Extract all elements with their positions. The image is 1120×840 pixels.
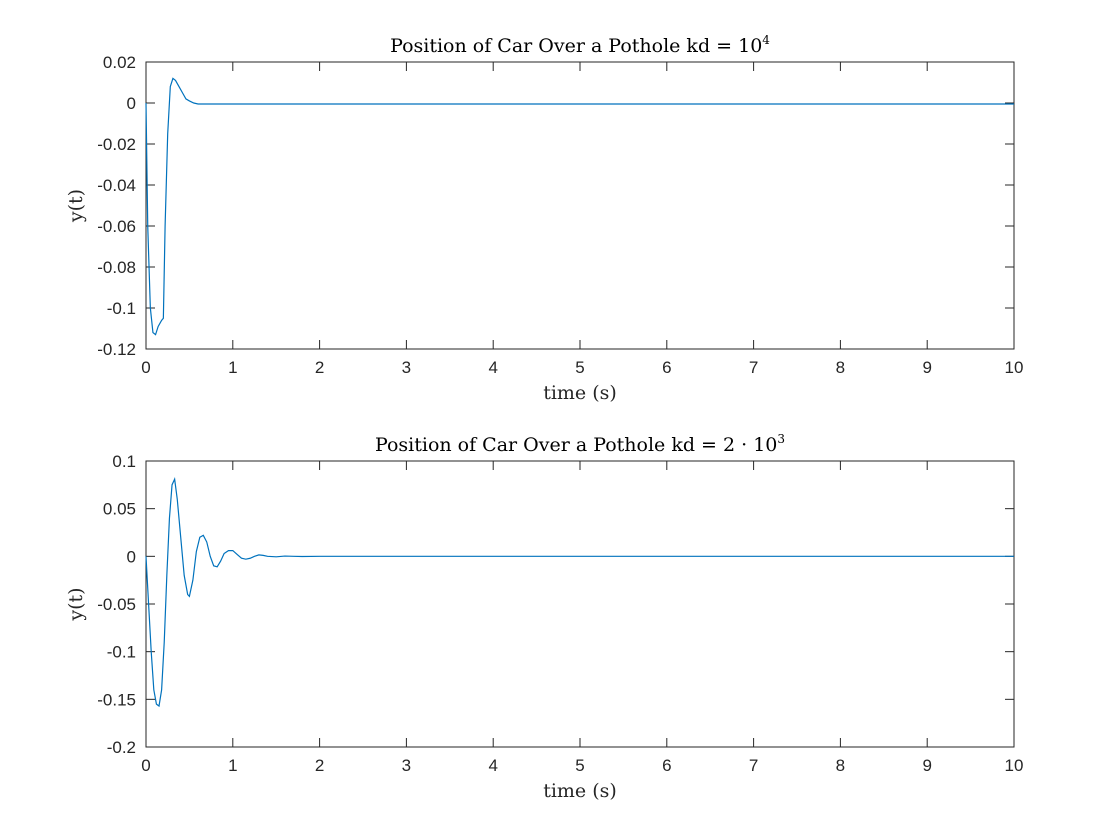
x-tick-label: 2 xyxy=(315,756,324,775)
x-axis-label-bottom: time (s) xyxy=(543,780,617,802)
y-tick-label: 0.05 xyxy=(103,500,136,519)
x-tick-label: 3 xyxy=(402,358,411,377)
x-tick-label: 1 xyxy=(228,756,237,775)
x-tick-label: 4 xyxy=(488,358,497,377)
plot-area-top xyxy=(145,61,1015,350)
y-axis-label-bottom: y(t) xyxy=(65,587,87,621)
y-tick-label: -0.1 xyxy=(107,643,136,662)
plot-area-bottom xyxy=(145,460,1015,748)
chart-title-top: Position of Car Over a Pothole kd = 104 xyxy=(390,33,770,57)
x-tick-label: 9 xyxy=(922,756,931,775)
y-tick-label: -0.12 xyxy=(97,340,136,359)
y-tick-label: 0 xyxy=(127,547,136,566)
subplot-top: 0.02 0 -0.02 -0.04 -0.06 -0.08 -0.1 -0.12 0 1 2 3 4… xyxy=(65,33,1023,404)
y-tick-label: -0.06 xyxy=(97,217,136,236)
x-ticks-bottom: 0 1 2 3 4 5 6 7 8 9 10 xyxy=(141,461,1023,775)
x-tick-label: 6 xyxy=(662,358,671,377)
y-tick-label: 0 xyxy=(127,94,136,113)
x-tick-label: 3 xyxy=(402,756,411,775)
y-ticks-top: 0.02 0 -0.02 -0.04 -0.06 -0.08 -0.1 -0.12 xyxy=(97,53,1014,359)
y-axis-label-top: y(t) xyxy=(65,189,87,223)
x-tick-label: 5 xyxy=(575,358,584,377)
y-tick-label: -0.02 xyxy=(97,135,136,154)
x-tick-label: 0 xyxy=(141,756,150,775)
series-line-top xyxy=(145,77,1014,336)
y-tick-label: -0.1 xyxy=(107,299,136,318)
x-tick-label: 9 xyxy=(922,358,931,377)
x-tick-label: 6 xyxy=(662,756,671,775)
y-tick-label: 0.1 xyxy=(112,452,136,471)
y-tick-label: -0.15 xyxy=(97,690,136,709)
title-sup-bottom: 3 xyxy=(777,432,785,446)
x-tick-label: 1 xyxy=(228,358,237,377)
y-tick-label: -0.08 xyxy=(97,258,136,277)
y-tick-label: -0.04 xyxy=(97,176,136,195)
x-tick-label: 0 xyxy=(141,358,150,377)
y-ticks-bottom: 0.1 0.05 0 -0.05 -0.1 -0.15 -0.2 xyxy=(97,452,1014,757)
title-base-top: Position of Car Over a Pothole kd = 10 xyxy=(390,35,762,57)
x-tick-label: 7 xyxy=(749,358,758,377)
x-tick-label: 4 xyxy=(488,756,497,775)
subplot-bottom: 0.10.050-0.05-0.1-0.15-0.2 0 1 2 3 4 5 6 7 8 9 10 … xyxy=(65,432,1023,802)
x-axis-label-top: time (s) xyxy=(543,382,617,404)
y-tick-label: 0.02 xyxy=(103,53,136,72)
series-line-bottom xyxy=(145,476,1014,708)
title-base-bottom: Position of Car Over a Pothole kd = 2 · … xyxy=(375,434,777,456)
y-tick-label: -0.05 xyxy=(97,595,136,614)
x-tick-label: 5 xyxy=(575,756,584,775)
x-tick-label: 10 xyxy=(1005,358,1024,377)
x-tick-label: 7 xyxy=(749,756,758,775)
x-tick-label: 8 xyxy=(836,358,845,377)
y-tick-label: -0.2 xyxy=(107,738,136,757)
chart-title-bottom: Position of Car Over a Pothole kd = 2 · … xyxy=(375,432,785,456)
x-tick-label: 10 xyxy=(1005,756,1024,775)
title-sup-top: 4 xyxy=(762,33,770,47)
x-ticks-top: 0 1 2 3 4 5 6 7 8 9 10 xyxy=(141,62,1023,377)
x-tick-label: 2 xyxy=(315,358,324,377)
x-tick-label: 8 xyxy=(836,756,845,775)
